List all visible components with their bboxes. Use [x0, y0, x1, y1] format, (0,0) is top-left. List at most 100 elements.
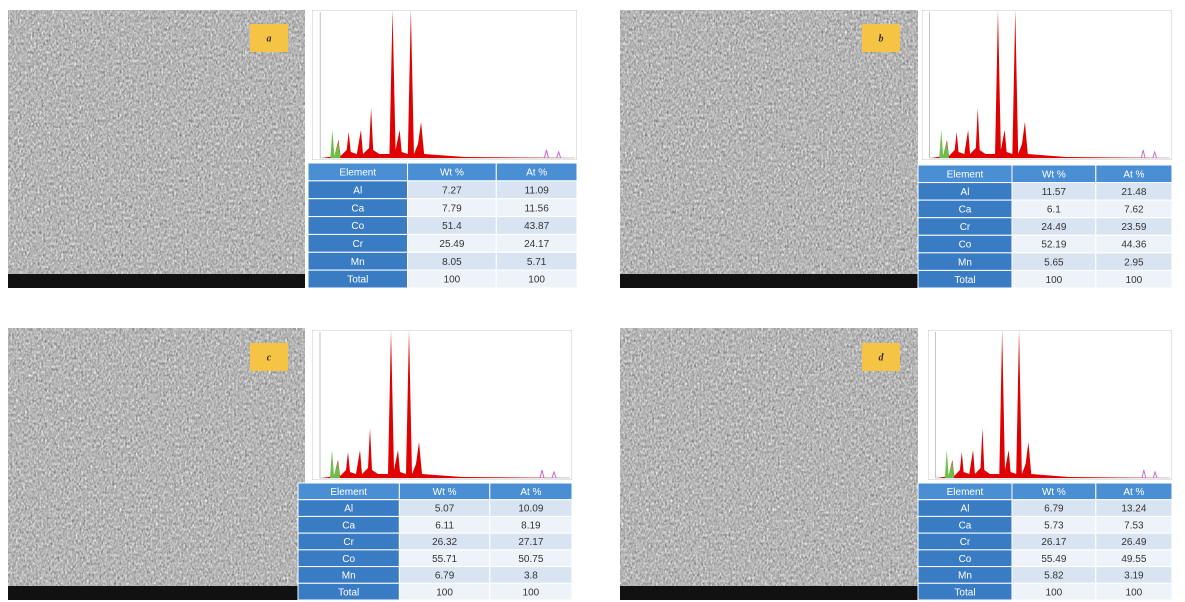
cell-text: 100 — [523, 587, 540, 598]
cell-text: Total — [347, 275, 368, 286]
cell-text: 44.36 — [1121, 240, 1146, 251]
cell-text: 21.48 — [1121, 187, 1146, 198]
cell-text: 55.71 — [432, 554, 457, 565]
figure: a Element Wt % At % Al 7.27 11.09 Ca 7.79 11.56 Co… — [0, 0, 1185, 602]
cell-text: Co — [351, 221, 364, 232]
cell-text: 7.62 — [1124, 205, 1144, 216]
cell-text: 11.56 — [525, 203, 550, 214]
cell-text: Cr — [352, 239, 363, 250]
scale-bar-strip — [620, 274, 918, 288]
cell-text: 5.07 — [435, 504, 455, 515]
cell-text: 25.49 — [439, 239, 464, 250]
cell-text: 13.24 — [1121, 504, 1146, 515]
cell-text: Total — [954, 587, 975, 598]
cell-text: 50.75 — [518, 554, 543, 565]
cell-text: Ca — [351, 203, 364, 214]
cell-text: 6.11 — [435, 520, 454, 531]
cell-text: 26.49 — [1121, 537, 1146, 548]
cell-text: 6.79 — [1044, 504, 1064, 515]
panel: a Element Wt % At % Al 7.27 11.09 Ca 7.79 11.56 Co… — [8, 10, 577, 288]
panel: b Element Wt % At % Al 11.57 21.48 Ca 6.1 7.62 Cr 2… — [620, 10, 1172, 288]
scale-bar-strip — [620, 586, 918, 600]
scale-bar-strip — [8, 586, 305, 600]
cell-text: Mn — [342, 571, 356, 582]
cell-text: Mn — [958, 571, 972, 582]
cell-text: 2.95 — [1124, 257, 1144, 268]
header-text: Element — [947, 487, 984, 498]
cell-text: 100 — [1126, 587, 1143, 598]
cell-text: Co — [959, 554, 972, 565]
header-text: At % — [520, 487, 541, 498]
cell-text: 100 — [1046, 587, 1063, 598]
cell-text: 43.87 — [524, 221, 549, 232]
cell-text: 11.57 — [1042, 187, 1067, 198]
cell-text: 6.79 — [435, 571, 455, 582]
cell-text: 5.65 — [1044, 257, 1064, 268]
header-text: Element — [330, 487, 367, 498]
cell-text: 24.17 — [524, 239, 549, 250]
cell-text: 52.19 — [1041, 240, 1066, 251]
cell-text: 26.32 — [432, 537, 457, 548]
header-text: At % — [1123, 169, 1144, 180]
cell-text: 100 — [528, 275, 545, 286]
cell-text: 27.17 — [518, 537, 543, 548]
eds-spectrum — [312, 330, 572, 480]
cell-text: 23.59 — [1121, 222, 1146, 233]
cell-text: Mn — [958, 257, 972, 268]
cell-text: 7.27 — [442, 185, 462, 196]
panel: c Element Wt % At % Al 5.07 10.09 Ca 6.11 8.19 Cr 2… — [8, 328, 572, 600]
cell-text: Ca — [342, 520, 355, 531]
cell-text: Cr — [960, 222, 971, 233]
header-text: Wt % — [433, 487, 457, 498]
cell-text: 11.09 — [525, 185, 550, 196]
cell-text: Total — [954, 275, 975, 286]
cell-text: 100 — [444, 275, 461, 286]
cell-text: 7.53 — [1124, 520, 1144, 531]
cell-text: 100 — [1126, 275, 1143, 286]
cell-text: Co — [959, 240, 972, 251]
cell-text: Total — [338, 587, 359, 598]
cell-text: Mn — [351, 257, 365, 268]
panel-label: a — [267, 33, 272, 44]
cell-text: 8.19 — [521, 520, 541, 531]
cell-text: 3.19 — [1124, 571, 1144, 582]
cell-text: 5.71 — [527, 257, 547, 268]
cell-text: 100 — [1046, 275, 1063, 286]
panel-label: c — [267, 352, 272, 363]
eds-spectrum — [922, 10, 1172, 160]
eds-spectrum — [928, 330, 1172, 480]
cell-text: Cr — [343, 537, 354, 548]
cell-text: 5.82 — [1044, 571, 1064, 582]
cell-text: 49.55 — [1121, 554, 1146, 565]
cell-text: 10.09 — [518, 504, 543, 515]
cell-text: Al — [961, 504, 970, 515]
cell-text: 5.73 — [1044, 520, 1064, 531]
header-text: Element — [339, 168, 376, 179]
cell-text: 55.49 — [1041, 554, 1066, 565]
cell-text: 51.4 — [442, 221, 462, 232]
cell-text: Al — [344, 504, 353, 515]
cell-text: 100 — [436, 587, 453, 598]
cell-text: 7.79 — [442, 203, 462, 214]
cell-text: 26.17 — [1041, 537, 1066, 548]
cell-text: Ca — [959, 520, 972, 531]
cell-text: 6.1 — [1047, 205, 1061, 216]
header-text: At % — [1123, 487, 1144, 498]
cell-text: 24.49 — [1041, 222, 1066, 233]
eds-spectrum — [312, 10, 577, 160]
panel-label: b — [879, 33, 884, 44]
header-text: Wt % — [1042, 487, 1066, 498]
header-text: Wt % — [1042, 169, 1066, 180]
header-text: At % — [526, 168, 547, 179]
header-text: Wt % — [440, 168, 464, 179]
cell-text: Al — [353, 185, 362, 196]
header-text: Element — [947, 169, 984, 180]
cell-text: Al — [961, 187, 970, 198]
cell-text: Ca — [959, 205, 972, 216]
cell-text: Cr — [960, 537, 971, 548]
scale-bar-strip — [8, 274, 305, 288]
cell-text: 8.05 — [442, 257, 462, 268]
cell-text: 3.8 — [524, 571, 538, 582]
cell-text: Co — [342, 554, 355, 565]
